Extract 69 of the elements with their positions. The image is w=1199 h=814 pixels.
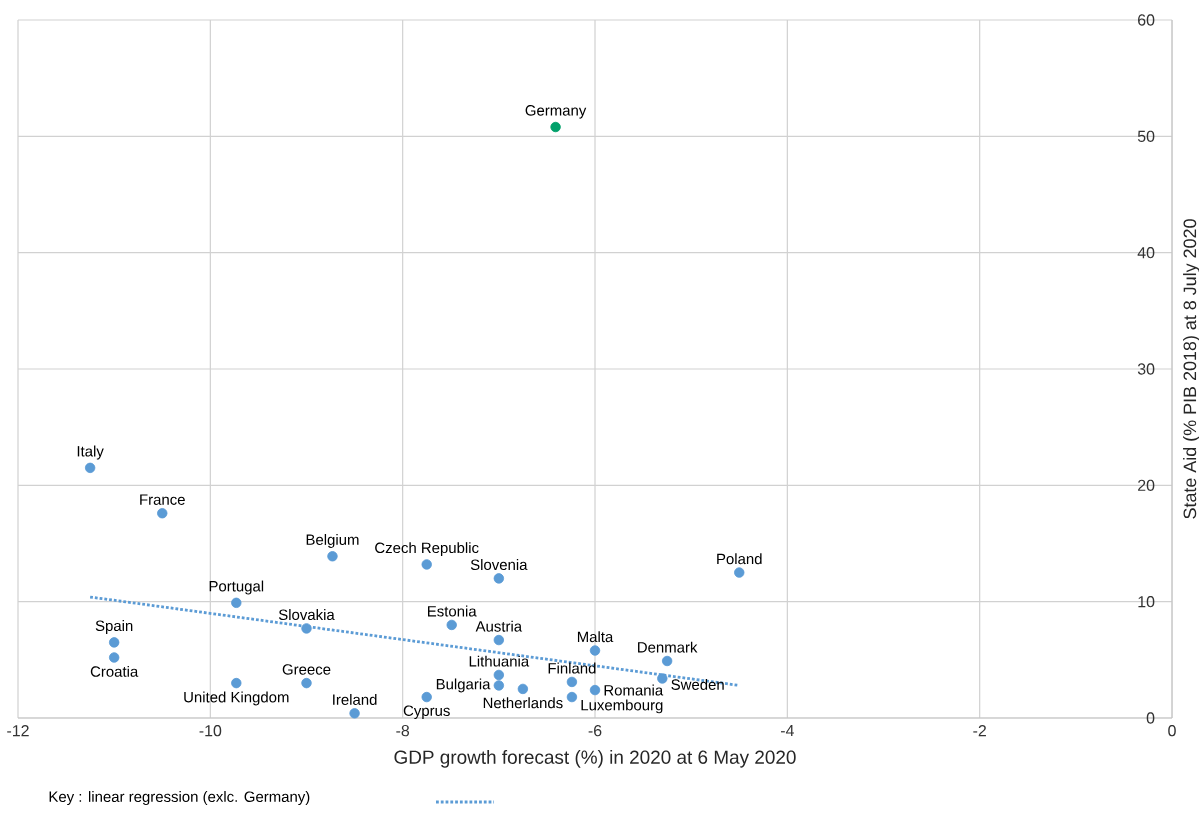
x-tick-label: -6 xyxy=(588,725,602,737)
annotation: Ireland xyxy=(333,694,377,705)
x-tick-label: -10 xyxy=(199,725,222,737)
annotation: Bulgaria xyxy=(436,678,491,693)
annotation: Belgium xyxy=(306,534,359,548)
y-tick-label: 50 xyxy=(1137,130,1155,142)
annotation: Estonia xyxy=(428,605,477,617)
point xyxy=(231,677,242,689)
y-tick-label: 30 xyxy=(1137,363,1155,375)
point xyxy=(108,637,120,648)
point xyxy=(446,619,457,631)
annotation: Italy xyxy=(77,445,104,460)
point xyxy=(550,121,561,133)
x-axis-title: GDP growth forecast (%) in 2020 at 6 May 2020 xyxy=(394,750,796,768)
annotation: Netherlands xyxy=(483,697,563,709)
annotation: Germany xyxy=(525,105,587,119)
annotation: Luxembourg xyxy=(581,699,663,714)
point xyxy=(421,691,432,703)
annotation: Greece xyxy=(282,664,331,675)
annotation: Slovakia xyxy=(278,609,335,621)
annotation: Czech Republic xyxy=(375,542,479,557)
annotation: Finland xyxy=(548,662,596,674)
annotation: Portugal xyxy=(209,580,264,595)
annotation: Denmark xyxy=(638,641,698,653)
annotation: Malta xyxy=(577,631,614,643)
y-axis-title: State Aid (% PIB 2018) at 8 July 2020 xyxy=(1183,219,1199,519)
annotation: Sweden xyxy=(671,678,724,690)
point xyxy=(566,691,578,703)
x-tick-label: -12 xyxy=(7,725,29,737)
point xyxy=(734,567,745,578)
point xyxy=(566,676,578,688)
annotation: Poland xyxy=(717,553,762,565)
point xyxy=(657,673,668,684)
point xyxy=(493,669,505,681)
x-tick-label: -4 xyxy=(780,725,794,736)
text: Key : linear regression (exlc. Germany) xyxy=(49,791,310,805)
x-tick-label: 0 xyxy=(1168,725,1176,737)
y-tick-label: 10 xyxy=(1138,596,1155,608)
point xyxy=(349,708,360,719)
y-tick-label: 40 xyxy=(1137,247,1155,259)
point xyxy=(231,597,242,609)
point xyxy=(493,573,505,584)
y-tick-label: 60 xyxy=(1138,14,1155,26)
annotation: Croatia xyxy=(90,665,139,677)
point xyxy=(589,645,601,656)
point xyxy=(301,623,312,634)
x-tick-label: -8 xyxy=(396,725,410,737)
annotation: Cyprus xyxy=(403,705,450,719)
point xyxy=(493,634,505,646)
y-tick-label: 0 xyxy=(1146,712,1155,724)
point xyxy=(421,559,432,570)
y-tick-label: 20 xyxy=(1138,479,1155,491)
point xyxy=(493,680,505,691)
point xyxy=(301,677,312,689)
annotation: Slovenia xyxy=(470,559,528,571)
annotation: Austria xyxy=(475,620,523,632)
point xyxy=(661,655,673,667)
annotation: Lithuania xyxy=(469,655,530,667)
x-tick-label: -2 xyxy=(973,725,986,737)
point xyxy=(327,551,338,562)
point xyxy=(108,652,120,663)
annotation: Romania xyxy=(604,684,664,696)
point xyxy=(517,683,529,695)
point xyxy=(84,462,96,474)
point xyxy=(589,684,601,696)
annotation: United Kingdom xyxy=(184,691,289,706)
annotation: France xyxy=(140,494,185,505)
point xyxy=(157,508,168,519)
annotation: Spain xyxy=(95,620,133,634)
